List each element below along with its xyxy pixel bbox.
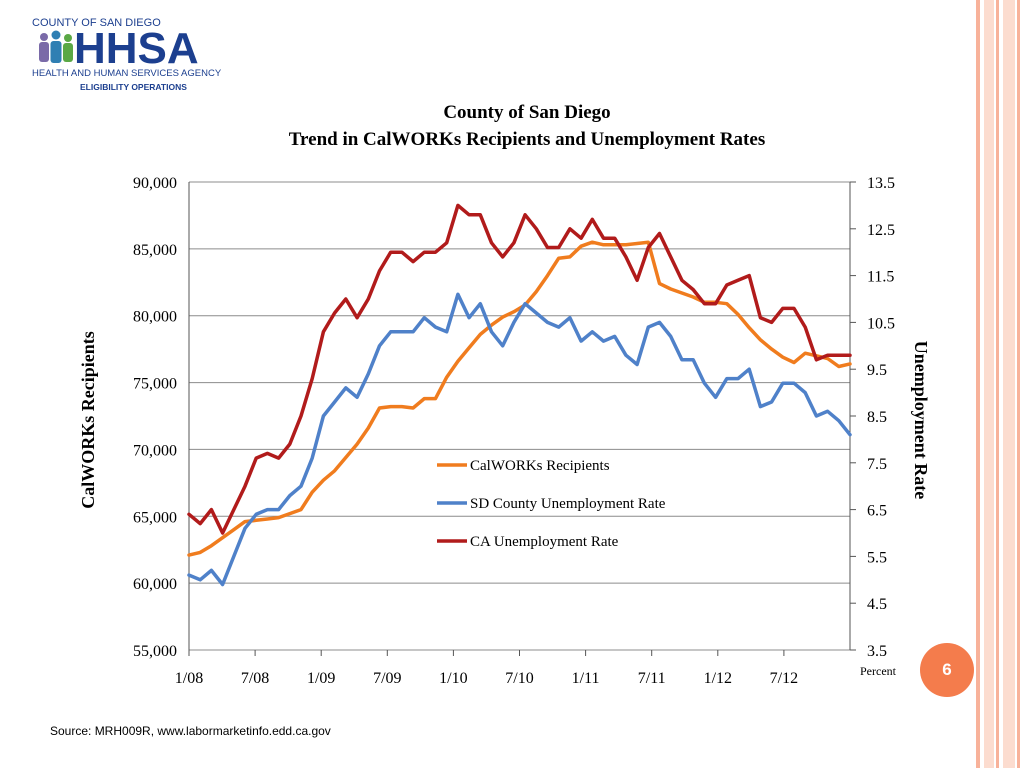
y-axis-label: CalWORKs Recipients [78,331,98,509]
legend-label: SD County Unemployment Rate [470,496,666,512]
y-tick-label: 80,000 [133,309,177,326]
y-tick-label: 85,000 [133,242,177,259]
x-tick-label: 7/10 [505,670,533,687]
logo-hhsa-text: HHSA [74,24,199,73]
y-tick-label: 75,000 [133,376,177,393]
y2-tick-label: 5.5 [867,549,887,566]
series-lines [187,203,852,587]
x-tick-label: 1/12 [704,670,732,687]
x-tick-label: 7/08 [241,670,269,687]
axes [188,181,856,656]
y2-tick-label: 4.5 [867,596,887,613]
series-line-2 [187,203,852,535]
y2-unit-label: Percent [860,664,897,678]
x-tick-label: 1/10 [439,670,467,687]
logo-agency-text: HEALTH AND HUMAN SERVICES AGENCY [32,68,222,79]
decor-stripe-2 [984,0,994,768]
hhsa-logo: COUNTY OF SAN DIEGO HHSA HEALTH AND HUMA… [32,17,222,92]
y2-tick-label: 8.5 [867,409,887,426]
decor-stripe-3 [996,0,999,768]
decor-stripe-4 [1003,0,1015,768]
decor-stripe-5 [1017,0,1020,768]
series-line-0 [187,240,852,557]
legend-label: CalWORKs Recipients [470,458,610,474]
y2-tick-label: 9.5 [867,362,887,379]
y2-tick-label: 7.5 [867,456,887,473]
x-tick-label: 7/09 [373,670,401,687]
family-icon [39,30,73,63]
x-tick-label: 1/09 [307,670,335,687]
chart-title-line1: County of San Diego [443,102,610,123]
x-tick-label: 1/08 [175,670,203,687]
y2-axis-label: Unemployment Rate [911,341,931,499]
y2-tick-label: 6.5 [867,503,887,520]
x-tick-label: 7/12 [770,670,798,687]
logo-division-text: ELIGIBILITY OPERATIONS [80,82,187,92]
decor-stripe-1 [976,0,980,768]
y2-tick-label: 13.5 [867,175,895,192]
y-tick-label: 60,000 [133,576,177,593]
series-line-1 [187,292,852,587]
y-tick-label: 90,000 [133,175,177,192]
y-tick-label: 70,000 [133,442,177,459]
y-tick-label: 65,000 [133,509,177,526]
page-number-badge: 6 [920,643,974,697]
x-tick-label: 7/11 [638,670,666,687]
y2-tick-label: 10.5 [867,315,895,332]
source-note: Source: MRH009R, www.labormarketinfo.edd… [50,724,331,738]
tick-labels: 90,000 85,000 80,000 75,000 70,000 65,000 60,0… [133,175,895,687]
legend-label: CA Unemployment Rate [470,534,619,550]
y-tick-label: 55,000 [133,643,177,660]
logo-county-text: COUNTY OF SAN DIEGO [32,17,161,29]
y2-tick-label: 11.5 [867,269,894,286]
chart-legend: CalWORKs Recipients SD County Unemploymen… [437,458,666,550]
gridlines [189,181,850,651]
x-tick-label: 1/11 [572,670,600,687]
y2-tick-label: 12.5 [867,222,895,239]
chart-title-line2: Trend in CalWORKs Recipients and Unemplo… [289,129,765,150]
y2-tick-label: 3.5 [867,643,887,660]
